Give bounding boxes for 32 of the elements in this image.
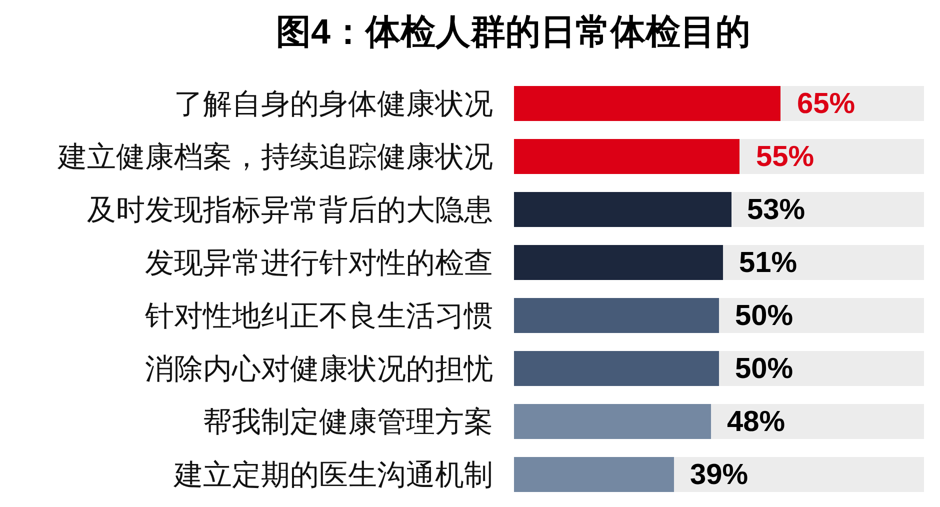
data-label: 39% xyxy=(690,459,748,491)
bar xyxy=(674,457,924,492)
bar xyxy=(514,139,740,174)
bar xyxy=(514,192,732,227)
y-tick-label: 建立健康档案，持续追踪健康状况 xyxy=(57,142,493,174)
bar xyxy=(514,245,724,280)
bar xyxy=(514,457,674,492)
data-label: 53% xyxy=(747,194,806,226)
y-tick-label: 针对性地纠正不良生活习惯 xyxy=(144,300,493,333)
bar xyxy=(514,298,719,333)
y-tick-label: 发现异常进行针对性的检查 xyxy=(145,248,493,280)
bar xyxy=(514,86,780,121)
bar xyxy=(719,351,924,386)
data-label: 50% xyxy=(735,300,794,332)
bar xyxy=(740,139,924,174)
y-tick-label: 建立定期的医生沟通机制 xyxy=(173,460,493,492)
y-tick-label: 了解自身的身体健康状况 xyxy=(174,88,493,121)
y-tick-label: 帮我制定健康管理方案 xyxy=(203,406,493,439)
bar xyxy=(723,245,924,280)
bar xyxy=(710,404,924,439)
y-tick-label: 消除内心对健康状况的担忧 xyxy=(145,354,493,386)
bar xyxy=(731,192,924,227)
data-label: 51% xyxy=(739,247,798,279)
bar xyxy=(514,404,711,439)
data-label: 55% xyxy=(756,141,814,173)
data-label: 65% xyxy=(797,88,856,120)
bar xyxy=(514,351,719,386)
data-label: 48% xyxy=(727,406,786,438)
data-label: 50% xyxy=(735,353,794,385)
y-tick-label: 及时发现指标异常背后的大隐患 xyxy=(87,194,493,227)
bar xyxy=(719,298,924,333)
chart-title: 图4：体检人群的日常体检目的 xyxy=(276,12,750,52)
